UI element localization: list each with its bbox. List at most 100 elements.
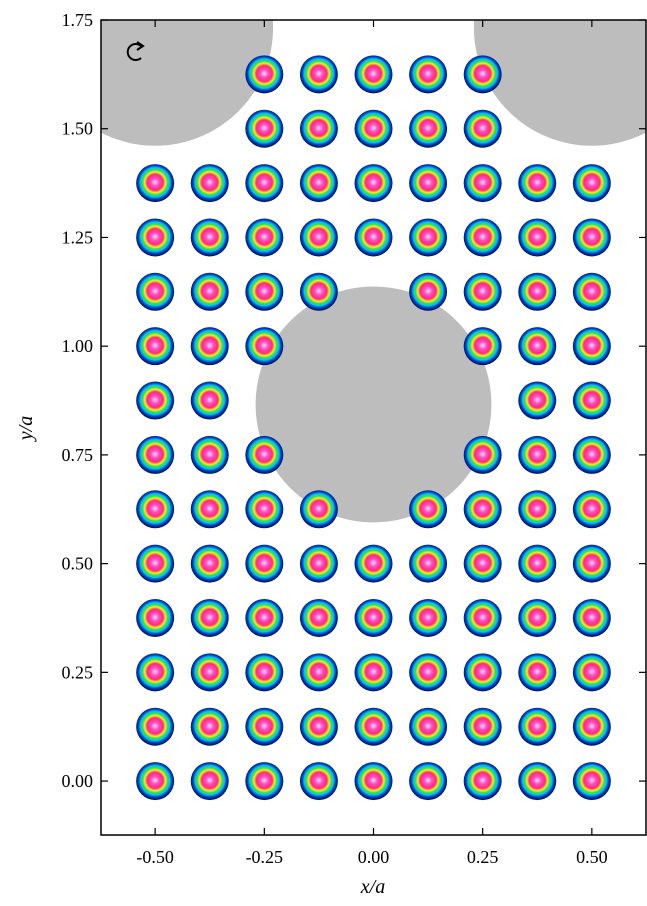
- mode-profile: [245, 272, 284, 311]
- mode-profile: [572, 762, 611, 801]
- mode-profile: [190, 381, 229, 420]
- y-tick-label: 0.25: [62, 662, 94, 682]
- y-tick-label: 0.50: [62, 554, 94, 574]
- mode-profile: [245, 327, 284, 366]
- mode-profile: [190, 707, 229, 746]
- mode-profile: [299, 544, 338, 583]
- x-axis-label: x/a: [360, 876, 385, 898]
- mode-profile: [572, 653, 611, 692]
- mode-profile: [463, 490, 502, 529]
- mode-profile: [518, 381, 557, 420]
- mode-profile: [299, 653, 338, 692]
- mode-profile: [409, 544, 448, 583]
- x-tick-label: 0.25: [467, 847, 499, 867]
- mode-profile: [136, 218, 175, 257]
- mode-profile: [518, 164, 557, 203]
- mode-profile: [463, 55, 502, 94]
- y-tick-label: 0.00: [62, 771, 94, 791]
- mode-profile: [518, 544, 557, 583]
- mode-profile: [518, 327, 557, 366]
- mode-profile: [136, 272, 175, 311]
- mode-profile: [463, 327, 502, 366]
- y-axis-label: y/a: [15, 416, 37, 442]
- mode-profile: [136, 435, 175, 474]
- mode-profile: [463, 762, 502, 801]
- x-tick-label: -0.50: [136, 847, 174, 867]
- mode-profile: [299, 598, 338, 637]
- rotation-icon: [126, 41, 145, 61]
- mode-profile: [299, 109, 338, 148]
- y-tick-label: 1.75: [62, 10, 94, 30]
- points: [136, 55, 611, 801]
- mode-profile: [354, 55, 393, 94]
- mode-profile: [518, 272, 557, 311]
- mode-profile: [518, 653, 557, 692]
- mode-profile: [354, 109, 393, 148]
- mode-profile: [245, 218, 284, 257]
- mode-profile: [518, 490, 557, 529]
- y-tick-label: 0.75: [62, 445, 94, 465]
- mode-profile: [572, 164, 611, 203]
- mode-profile: [190, 598, 229, 637]
- mode-profile: [190, 272, 229, 311]
- x-tick-label: 0.50: [576, 847, 608, 867]
- mode-profile: [463, 653, 502, 692]
- mode-profile: [245, 55, 284, 94]
- mode-profile: [463, 109, 502, 148]
- mode-profile: [245, 109, 284, 148]
- mode-profile: [572, 707, 611, 746]
- mode-profile: [299, 707, 338, 746]
- mode-profile: [409, 598, 448, 637]
- mode-profile: [136, 381, 175, 420]
- mode-profile: [572, 272, 611, 311]
- mode-profile: [354, 762, 393, 801]
- mode-profile: [190, 435, 229, 474]
- mode-profile: [572, 598, 611, 637]
- mode-profile: [190, 544, 229, 583]
- mode-profile: [245, 707, 284, 746]
- mode-profile: [136, 327, 175, 366]
- mode-profile: [572, 381, 611, 420]
- holes: [101, 20, 646, 523]
- hole: [255, 286, 492, 523]
- mode-profile: [136, 653, 175, 692]
- mode-profile: [518, 598, 557, 637]
- mode-profile: [136, 762, 175, 801]
- mode-profile: [354, 598, 393, 637]
- mode-profile: [245, 164, 284, 203]
- mode-profile: [354, 218, 393, 257]
- mode-profile: [245, 490, 284, 529]
- mode-profile: [299, 762, 338, 801]
- mode-profile: [136, 707, 175, 746]
- mode-profile: [518, 218, 557, 257]
- mode-profile: [463, 544, 502, 583]
- mode-profile: [190, 762, 229, 801]
- mode-profile: [518, 762, 557, 801]
- mode-profile: [572, 490, 611, 529]
- mode-profile: [354, 653, 393, 692]
- mode-profile: [463, 164, 502, 203]
- mode-profile: [299, 55, 338, 94]
- mode-profile: [572, 544, 611, 583]
- mode-profile: [245, 762, 284, 801]
- mode-profile: [245, 598, 284, 637]
- mode-profile: [463, 707, 502, 746]
- mode-profile: [190, 218, 229, 257]
- mode-profile: [190, 653, 229, 692]
- mode-profile: [190, 164, 229, 203]
- mode-profile: [518, 707, 557, 746]
- mode-profile: [409, 490, 448, 529]
- mode-profile: [463, 272, 502, 311]
- mode-profile: [409, 109, 448, 148]
- x-tick-label: -0.25: [246, 847, 284, 867]
- x-tick-label: 0.00: [358, 847, 390, 867]
- mode-profile: [245, 435, 284, 474]
- mode-profile: [409, 55, 448, 94]
- mode-profile: [245, 653, 284, 692]
- mode-profile: [572, 435, 611, 474]
- mode-profile: [136, 544, 175, 583]
- mode-profile: [299, 218, 338, 257]
- mode-profile: [354, 164, 393, 203]
- mode-profile: [572, 327, 611, 366]
